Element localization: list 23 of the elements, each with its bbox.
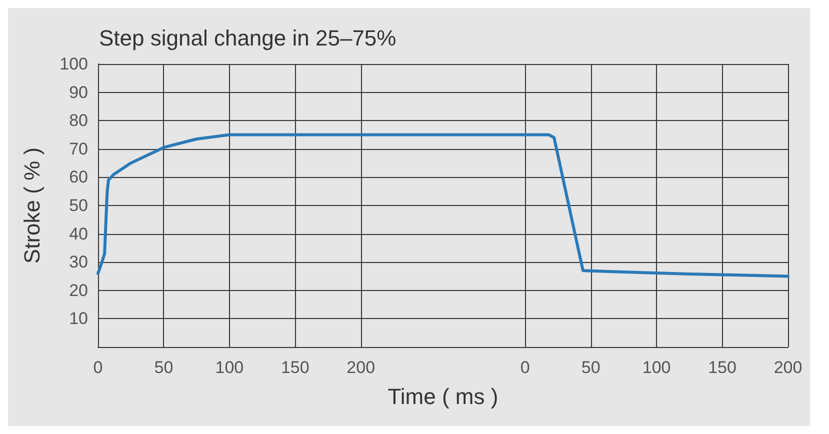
y-tick-label: 50 bbox=[69, 196, 88, 215]
x-axis-title: Time ( ms ) bbox=[386, 384, 500, 410]
x-tick-label: 200 bbox=[346, 358, 376, 377]
y-tick-label: 70 bbox=[69, 139, 88, 158]
y-tick-label: 20 bbox=[69, 280, 88, 300]
y-axis-title: Stroke ( % ) bbox=[20, 147, 44, 264]
y-tick-label: 90 bbox=[69, 82, 88, 102]
y-tick-label: 100 bbox=[60, 54, 88, 74]
x-tick-label: 100 bbox=[215, 358, 244, 377]
x-tick-label: 150 bbox=[280, 358, 310, 377]
y-tick-label: 10 bbox=[69, 309, 88, 328]
x-tick-label: 150 bbox=[708, 358, 736, 377]
x-tick-label: 100 bbox=[642, 358, 671, 377]
x-tick-label: 0 bbox=[520, 358, 530, 377]
y-tick-label: 80 bbox=[69, 111, 88, 130]
x-tick-label: 50 bbox=[581, 358, 600, 377]
x-tick-label: 0 bbox=[93, 358, 103, 377]
x-tick-label: 200 bbox=[774, 358, 802, 377]
y-tick-label: 40 bbox=[69, 224, 88, 244]
chart-title: Step signal change in 25–75% bbox=[99, 26, 396, 50]
y-tick-label: 30 bbox=[69, 252, 88, 272]
y-tick-label: 60 bbox=[69, 168, 88, 187]
x-tick-label: 50 bbox=[154, 358, 174, 377]
